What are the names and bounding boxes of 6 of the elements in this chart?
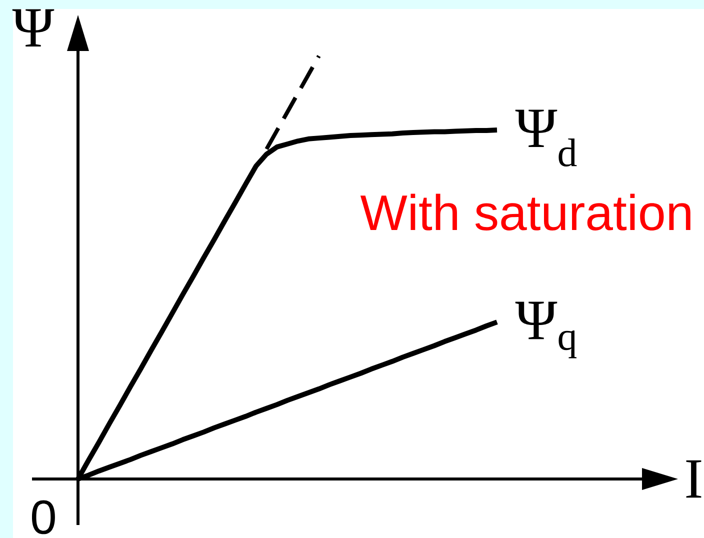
annotation: With saturation (360, 194, 690, 231)
series-label: Ψ$_{d}$ (515, 110, 577, 167)
series-label: Ψ$_{q}$ (515, 302, 576, 358)
x-axis-title: I (686, 460, 702, 498)
y-axis-title: Ψ (12, 9, 54, 47)
text: 0 (32, 500, 55, 534)
